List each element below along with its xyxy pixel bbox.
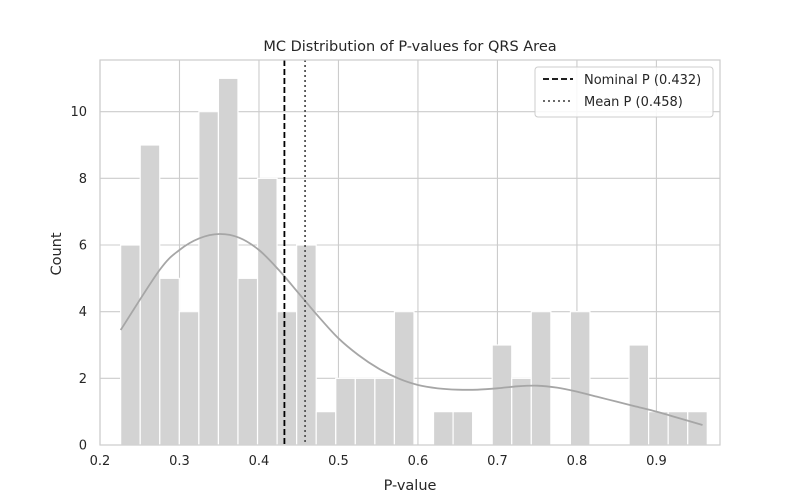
x-tick-label-2: 0.4 bbox=[249, 454, 270, 469]
histogram-bar-11 bbox=[335, 377, 356, 446]
histogram-bar-13 bbox=[374, 377, 396, 446]
chart-title: MC Distribution of P-values for QRS Area bbox=[263, 39, 556, 55]
legend: Nominal P (0.432) Mean P (0.458) bbox=[534, 66, 714, 118]
histogram-bar-0 bbox=[120, 244, 141, 446]
x-axis-label: P-value bbox=[384, 478, 437, 494]
histogram-bar-20 bbox=[511, 377, 532, 446]
x-tick-label-0: 0.2 bbox=[90, 454, 111, 469]
x-tick-label-4: 0.6 bbox=[408, 454, 429, 469]
histogram-bar-16 bbox=[432, 411, 454, 446]
histogram-bar-3 bbox=[178, 311, 200, 446]
legend-label-0: Nominal P (0.432) bbox=[584, 73, 701, 88]
y-axis-label: Count bbox=[49, 232, 65, 275]
histogram-bar-17 bbox=[452, 411, 474, 446]
histogram-bar-5 bbox=[217, 77, 239, 446]
y-tick-label-5: 10 bbox=[70, 105, 87, 120]
histogram-bar-2 bbox=[159, 277, 180, 446]
x-tick-label-7: 0.9 bbox=[646, 454, 667, 469]
histogram-bar-10 bbox=[315, 411, 337, 446]
histogram-bar-29 bbox=[687, 411, 708, 446]
reference-lines bbox=[283, 60, 306, 445]
y-tick-label-2: 4 bbox=[79, 305, 87, 320]
y-tick-label-4: 8 bbox=[79, 172, 87, 187]
histogram-bar-23 bbox=[569, 311, 591, 446]
legend-box bbox=[534, 66, 714, 118]
plot-frame bbox=[99, 59, 721, 446]
y-tick-label-0: 0 bbox=[79, 439, 87, 454]
x-tick-label-3: 0.5 bbox=[328, 454, 349, 469]
legend-label-1: Mean P (0.458) bbox=[584, 95, 683, 110]
x-tick-label-5: 0.7 bbox=[487, 454, 508, 469]
histogram-bar-8 bbox=[276, 311, 298, 446]
y-tick-label-1: 2 bbox=[79, 372, 87, 387]
histogram-bar-4 bbox=[198, 111, 220, 446]
histogram-bar-12 bbox=[354, 377, 376, 446]
axes: 0.2 0.3 0.4 0.5 0.6 0.7 0.8 0.9 0 2 4 6 8 10 bbox=[70, 59, 721, 469]
histogram-bar-26 bbox=[628, 344, 650, 446]
histogram-bar-6 bbox=[237, 277, 259, 446]
kde-curve bbox=[119, 233, 703, 426]
histogram-bar-19 bbox=[491, 344, 513, 446]
histogram-bar-21 bbox=[530, 311, 552, 446]
histogram-bar-7 bbox=[256, 177, 278, 446]
x-tick-label-6: 0.8 bbox=[567, 454, 588, 469]
y-tick-label-3: 6 bbox=[79, 239, 87, 254]
histogram-bar-27 bbox=[648, 411, 669, 446]
kde-curve-layer bbox=[119, 233, 703, 426]
histogram-bars bbox=[120, 77, 708, 446]
x-tick-label-1: 0.3 bbox=[169, 454, 190, 469]
histogram-bar-9 bbox=[296, 244, 317, 446]
